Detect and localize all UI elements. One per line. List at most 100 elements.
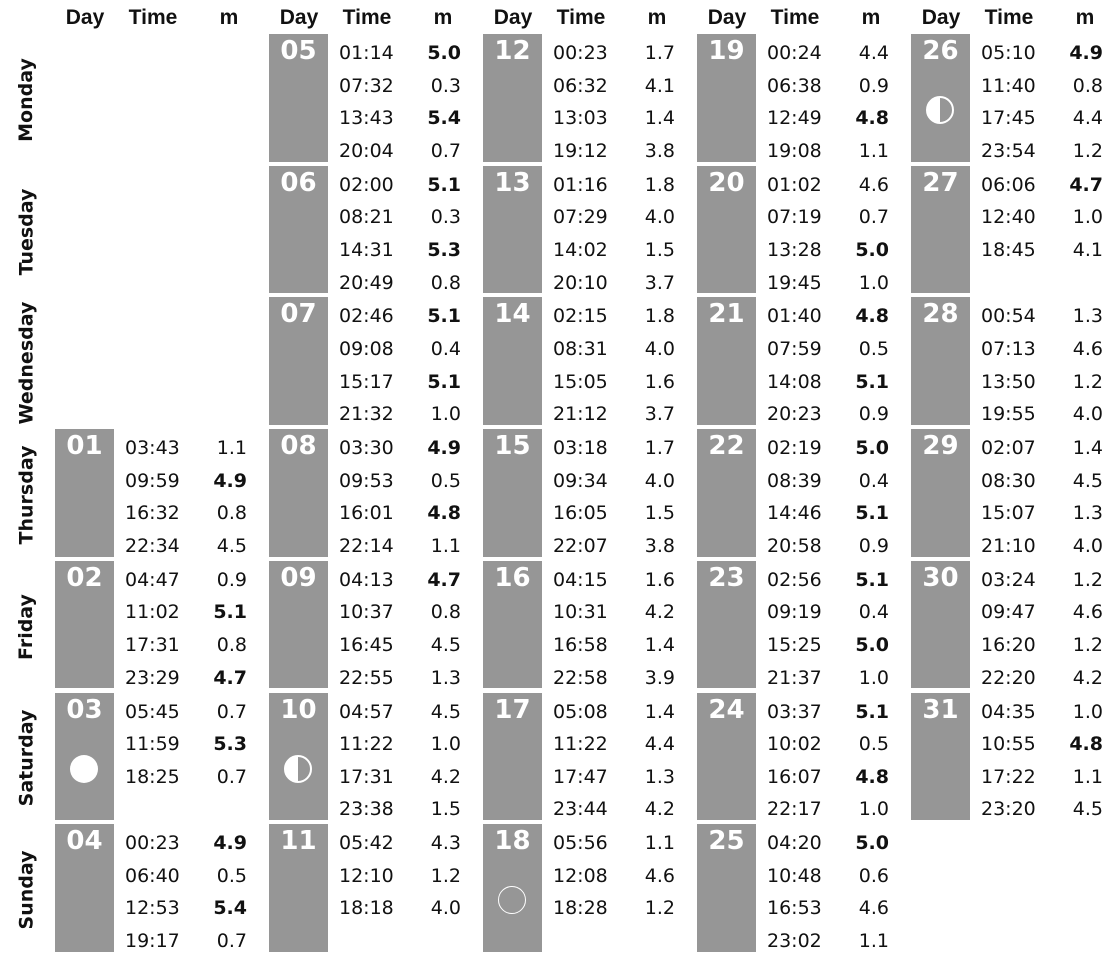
tide-height-high: 4.8 <box>1069 733 1103 756</box>
tide-time: 16:05 <box>553 502 608 525</box>
day-cell-19: 19 <box>697 34 756 162</box>
tide-time: 20:04 <box>339 139 394 162</box>
day-cell-31: 31 <box>911 692 970 821</box>
tide-time: 22:20 <box>981 666 1036 689</box>
tide-time: 09:59 <box>125 469 180 492</box>
tide-height: 1.2 <box>1072 568 1103 591</box>
day-cell-21: 21 <box>697 297 756 426</box>
tide-height: 1.4 <box>644 634 675 656</box>
tide-height: 0.7 <box>430 139 461 162</box>
tide-time: 05:56 <box>553 832 608 855</box>
day-cell-12: 12 <box>483 34 542 162</box>
tide-height: 1.8 <box>644 305 675 328</box>
tide-time: 09:08 <box>339 338 394 360</box>
tide-time: 14:46 <box>767 502 822 525</box>
tide-time: 11:02 <box>125 601 180 624</box>
last-quarter-icon <box>284 754 312 783</box>
tide-height: 1.2 <box>644 897 675 920</box>
tide-time: 07:19 <box>767 206 822 229</box>
day-cell-25: 25 <box>697 824 756 952</box>
tide-height: 4.6 <box>1072 601 1103 624</box>
tide-height: 1.6 <box>644 568 675 591</box>
weekday-label-saturday: Saturday <box>0 693 52 825</box>
tide-time: 12:10 <box>339 864 394 887</box>
tide-time: 00:23 <box>553 42 608 64</box>
tide-time: 17:47 <box>553 765 608 788</box>
tide-height: 1.7 <box>644 42 675 64</box>
tide-height-high: 4.9 <box>213 832 247 855</box>
day-cell-04: 04 <box>55 824 114 952</box>
tide-time: 22:34 <box>125 534 180 557</box>
tide-time: 00:24 <box>767 42 822 64</box>
new-moon-icon <box>498 886 526 915</box>
tide-height-high: 4.9 <box>1069 42 1103 64</box>
tide-time: 21:37 <box>767 666 822 689</box>
tide-height: 0.8 <box>216 634 247 656</box>
tide-height: 4.2 <box>644 601 675 624</box>
column-header-day: Day <box>921 6 961 29</box>
day-number: 28 <box>922 299 959 330</box>
tide-time: 16:32 <box>125 502 180 525</box>
weekday-label-sunday: Sunday <box>0 824 52 956</box>
tide-height-high: 5.1 <box>213 601 247 624</box>
day-number: 02 <box>66 562 103 593</box>
tide-time: 16:45 <box>339 634 394 656</box>
day-number: 26 <box>922 36 959 66</box>
day-number: 04 <box>66 826 103 857</box>
day-cell-22: 22 <box>697 429 756 557</box>
tide-height: 0.9 <box>858 74 889 97</box>
tide-time: 05:10 <box>981 42 1036 64</box>
tide-time: 06:06 <box>981 173 1036 196</box>
tide-height: 4.4 <box>1072 107 1103 130</box>
tide-height: 1.1 <box>858 930 889 952</box>
tide-time: 08:21 <box>339 206 394 229</box>
tide-height: 1.2 <box>1072 370 1103 393</box>
tide-time: 04:20 <box>767 832 822 855</box>
tide-time: 02:19 <box>767 437 822 460</box>
tide-time: 17:45 <box>981 107 1036 130</box>
tide-time: 10:31 <box>553 601 608 624</box>
tide-height: 3.8 <box>644 139 675 162</box>
day-number: 13 <box>494 167 531 198</box>
tide-time: 23:20 <box>981 798 1036 821</box>
day-cell-20: 20 <box>697 165 756 294</box>
day-number: 25 <box>708 826 745 857</box>
tide-height: 0.8 <box>216 502 247 525</box>
tide-time: 17:31 <box>339 765 394 788</box>
tide-time: 10:02 <box>767 733 822 756</box>
day-number: 31 <box>922 694 959 725</box>
weekday-text: Friday <box>15 593 37 660</box>
day-cell-01: 01 <box>55 429 114 557</box>
tide-time: 10:37 <box>339 601 394 624</box>
tide-time: 01:14 <box>339 42 394 64</box>
tide-height: 0.9 <box>858 403 889 426</box>
tide-height-high: 4.7 <box>427 568 461 591</box>
tide-height: 1.7 <box>644 437 675 460</box>
tide-height: 1.0 <box>858 271 889 294</box>
tide-height: 0.9 <box>858 534 889 557</box>
tide-height: 3.7 <box>644 271 675 294</box>
tide-height: 4.6 <box>858 173 889 196</box>
tide-height: 1.0 <box>1072 700 1103 723</box>
column-header-time: Time <box>984 6 1034 29</box>
tide-height: 4.6 <box>858 897 889 920</box>
tide-height: 3.9 <box>644 666 675 689</box>
tide-time: 14:31 <box>339 238 394 261</box>
day-number: 12 <box>494 36 531 66</box>
tide-time: 15:05 <box>553 370 608 393</box>
day-number: 17 <box>494 694 531 725</box>
column-header-time: Time <box>342 6 392 29</box>
day-cell-14: 14 <box>483 297 542 426</box>
tide-time: 18:25 <box>125 765 180 788</box>
tide-height: 0.9 <box>216 568 247 591</box>
tide-time: 16:01 <box>339 502 394 525</box>
weekday-text: Tuesday <box>15 188 38 275</box>
day-number: 11 <box>280 826 317 857</box>
tide-time: 01:16 <box>553 173 608 196</box>
tide-time: 08:31 <box>553 338 608 360</box>
day-number: 20 <box>708 167 745 198</box>
tide-height: 3.8 <box>644 534 675 557</box>
tide-time: 19:45 <box>767 271 822 294</box>
tide-height: 0.8 <box>1072 74 1103 97</box>
tide-height: 1.0 <box>1072 206 1103 229</box>
